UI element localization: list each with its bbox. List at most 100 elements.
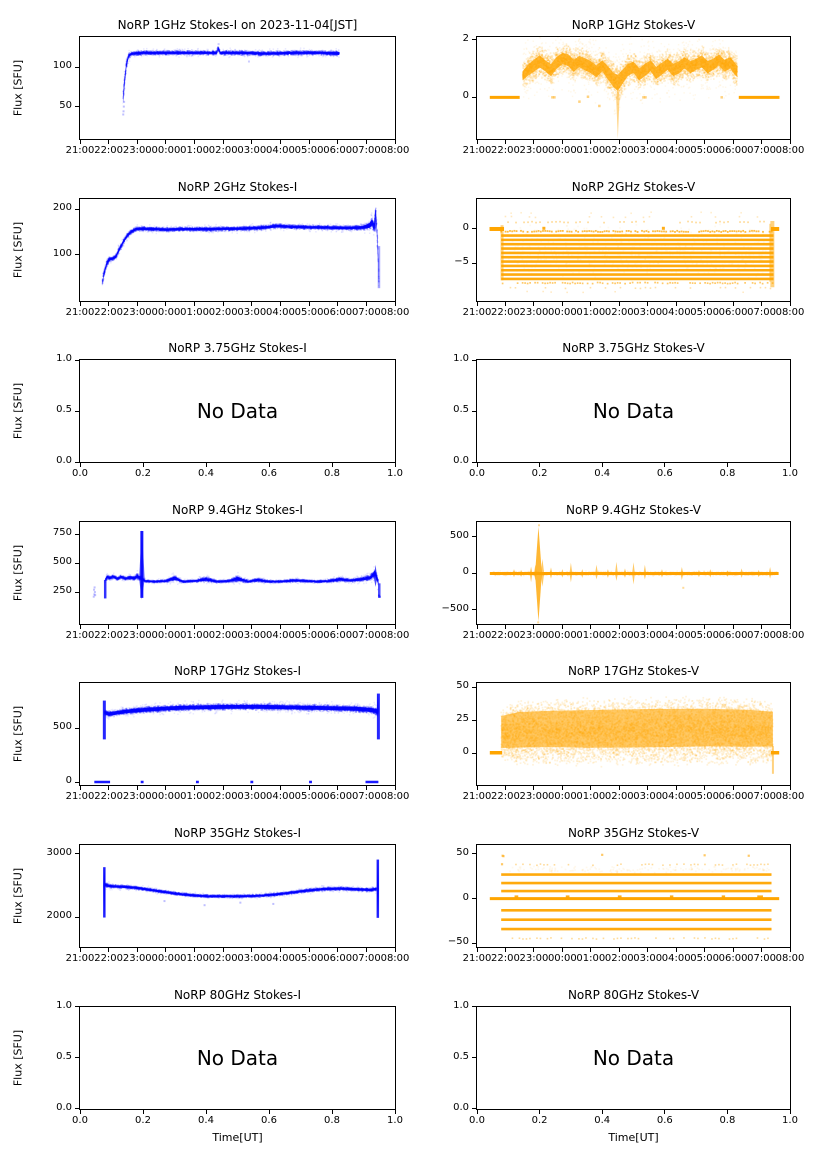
- y-tick-mark: [472, 686, 476, 688]
- axes-box: [79, 520, 396, 625]
- x-tick-label: 04:00: [266, 629, 295, 641]
- x-tick-label: 07:00: [351, 629, 381, 641]
- x-tick-label: 01:00: [576, 953, 606, 964]
- x-tick-mark: [561, 140, 563, 144]
- y-tick-label: 500: [449, 529, 469, 541]
- x-tick-mark: [136, 140, 138, 144]
- x-tick-label: 06:00: [718, 145, 748, 156]
- x-tick-label: 08:00: [380, 629, 410, 641]
- x-tick-mark: [647, 786, 649, 791]
- x-tick-label: 03:00: [633, 629, 663, 641]
- x-tick-mark: [504, 948, 506, 952]
- x-tick-label: 07:00: [747, 306, 776, 318]
- plot-canvas: [477, 521, 790, 624]
- x-tick-label: 21:00: [462, 629, 492, 641]
- x-tick-label: 0.6: [656, 468, 673, 480]
- y-tick-label: 50: [456, 680, 469, 692]
- x-tick-mark: [222, 301, 224, 306]
- x-tick-label: 23:00: [122, 629, 152, 641]
- x-tick-label: 0.2: [531, 468, 548, 480]
- y-tick-label: −500: [441, 602, 469, 614]
- y-tick-mark: [75, 359, 79, 361]
- x-tick-label: 0.8: [719, 468, 736, 480]
- x-tick-label: 00:00: [547, 629, 577, 641]
- x-tick-mark: [732, 786, 734, 791]
- x-tick-mark: [618, 301, 620, 306]
- x-tick-mark: [108, 624, 110, 629]
- x-tick-mark: [590, 140, 592, 144]
- x-tick-mark: [476, 624, 478, 629]
- no-data-label: No Data: [196, 399, 279, 424]
- x-tick-mark: [647, 301, 649, 306]
- x-tick-label: 02:00: [208, 953, 238, 964]
- axes-box: [79, 359, 396, 464]
- y-tick-mark: [472, 752, 476, 754]
- y-tick-mark: [472, 461, 476, 463]
- x-tick-mark: [504, 140, 506, 144]
- x-tick-mark: [165, 624, 167, 629]
- x-tick-mark: [704, 786, 706, 791]
- x-tick-label: 0.8: [324, 1114, 340, 1126]
- y-tick-mark: [75, 254, 79, 256]
- plot-canvas: [477, 845, 790, 947]
- x-tick-mark: [476, 948, 478, 952]
- x-tick-mark: [365, 786, 367, 791]
- x-tick-mark: [590, 301, 592, 306]
- x-tick-label: 03:00: [633, 953, 663, 964]
- x-tick-mark: [476, 1109, 478, 1114]
- x-tick-label: 02:00: [604, 145, 634, 156]
- x-tick-label: 07:00: [351, 953, 381, 964]
- plot-canvas: [80, 683, 395, 786]
- x-tick-mark: [590, 786, 592, 791]
- x-tick-mark: [279, 948, 281, 952]
- y-tick-mark: [75, 106, 79, 108]
- x-tick-label: 05:00: [690, 306, 720, 318]
- x-tick-mark: [704, 624, 706, 629]
- subplot-title: NoRP 17GHz Stokes-V: [567, 664, 700, 679]
- x-tick-label: 08:00: [775, 629, 805, 641]
- axes-box: [79, 1005, 396, 1110]
- plot-canvas: [80, 521, 395, 624]
- x-tick-mark: [251, 786, 253, 791]
- axes-box: [476, 844, 791, 948]
- x-tick-label: 0.4: [198, 1114, 214, 1126]
- axes-box: [476, 359, 791, 464]
- x-tick-mark: [142, 1109, 144, 1114]
- x-tick-mark: [222, 948, 224, 952]
- x-tick-label: 1.0: [387, 1114, 403, 1126]
- x-tick-mark: [618, 140, 620, 144]
- x-tick-mark: [136, 786, 138, 791]
- y-tick-label: 0: [462, 566, 469, 578]
- x-tick-mark: [279, 786, 281, 791]
- x-tick-mark: [533, 140, 535, 144]
- x-tick-label: 05:00: [294, 953, 324, 964]
- x-tick-label: 0.6: [656, 1114, 673, 1126]
- x-tick-mark: [394, 786, 396, 791]
- x-tick-mark: [675, 140, 677, 144]
- x-tick-label: 00:00: [547, 791, 577, 803]
- x-tick-label: 0.8: [719, 1114, 736, 1126]
- x-tick-label: 23:00: [122, 145, 152, 156]
- y-tick-mark: [472, 96, 476, 98]
- y-tick-label: 0.0: [56, 1101, 72, 1113]
- y-tick-label: 3000: [46, 846, 72, 858]
- x-tick-mark: [79, 1109, 81, 1114]
- subplot-title: NoRP 80GHz Stokes-V: [567, 987, 700, 1002]
- x-tick-label: 04:00: [266, 953, 295, 964]
- x-tick-label: 05:00: [690, 953, 720, 964]
- x-tick-mark: [194, 301, 196, 306]
- x-tick-label: 22:00: [491, 629, 520, 641]
- x-tick-mark: [365, 301, 367, 306]
- x-tick-label: 03:00: [237, 145, 267, 156]
- x-tick-label: 01:00: [180, 306, 209, 318]
- x-tick-label: 02:00: [208, 306, 238, 318]
- x-tick-label: 01:00: [576, 306, 606, 318]
- y-tick-mark: [75, 1057, 79, 1059]
- x-tick-mark: [108, 786, 110, 791]
- x-tick-label: 21:00: [65, 953, 95, 964]
- x-tick-label: 21:00: [462, 953, 492, 964]
- x-tick-label: 04:00: [661, 306, 691, 318]
- subplot-title: NoRP 80GHz Stokes-I: [173, 987, 302, 1002]
- x-tick-label: 04:00: [661, 145, 691, 156]
- x-tick-label: 07:00: [351, 791, 381, 803]
